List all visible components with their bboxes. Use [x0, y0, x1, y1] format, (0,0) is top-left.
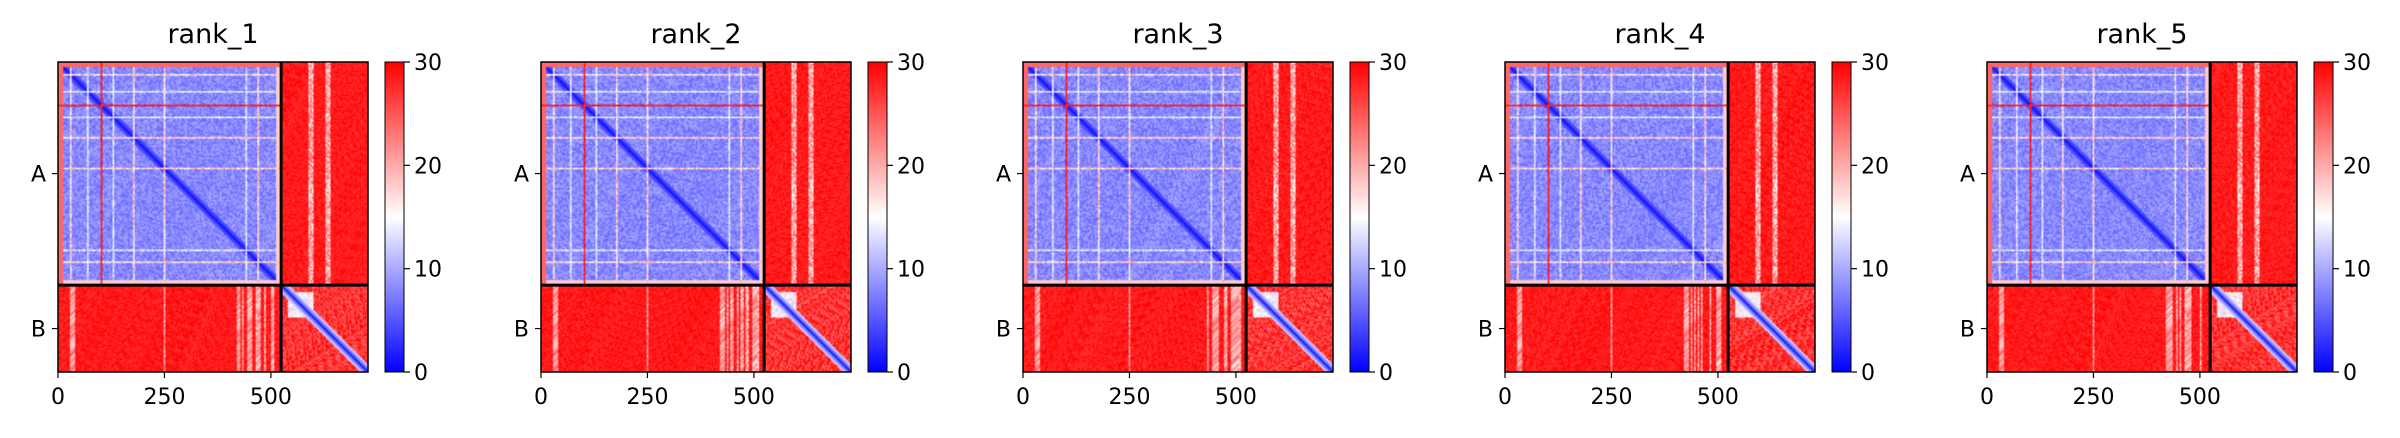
- colorbar-tick-label: 30: [1861, 51, 1889, 76]
- y-tick-label: B: [31, 318, 46, 343]
- panel-title: rank_2: [650, 19, 741, 50]
- plot-frame: [1022, 61, 1334, 373]
- plot-frame: [1986, 61, 2298, 373]
- y-tick-label: B: [514, 318, 529, 343]
- colorbar-tick-label: 30: [897, 51, 925, 76]
- y-tick-label: A: [514, 163, 529, 188]
- panel-title: rank_5: [2096, 19, 2187, 50]
- colorbar: [384, 61, 405, 373]
- pae-panel-5: rank_5 A B 0 250 500 0 10 20 30: [1960, 19, 2371, 410]
- colorbar-tick-label: 30: [1379, 51, 1407, 76]
- pae-panel-3: rank_3 A B 0 250 500 0 10 20 30: [996, 19, 1407, 410]
- pae-panel-1: rank_1 A B 0 250 500 0 10 20 30: [31, 19, 442, 410]
- colorbar-tick-label: 20: [2343, 154, 2371, 179]
- colorbar-tick-label: 10: [1379, 258, 1407, 283]
- colorbar-tick-label: 30: [414, 51, 442, 76]
- pae-heatmap: [1023, 62, 1333, 372]
- colorbar-tick-label: 10: [1861, 258, 1889, 283]
- colorbar: [1349, 61, 1370, 373]
- colorbar-tick-label: 20: [1379, 154, 1407, 179]
- pae-heatmap: [1505, 62, 1815, 372]
- colorbar-tick-label: 0: [1379, 361, 1393, 386]
- colorbar-tick-label: 10: [414, 258, 442, 283]
- colorbar-tick-label: 0: [1861, 361, 1875, 386]
- colorbar-tick-label: 10: [2343, 258, 2371, 283]
- pae-heatmap: [1987, 62, 2297, 372]
- pae-heatmap: [58, 62, 368, 372]
- y-tick-label: A: [1960, 163, 1975, 188]
- y-tick-label: B: [996, 318, 1011, 343]
- colorbar-tick-label: 20: [1861, 154, 1889, 179]
- x-tick-label: 500: [250, 385, 292, 410]
- panel-title: rank_4: [1614, 19, 1705, 50]
- colorbar-tick-label: 30: [2343, 51, 2371, 76]
- y-tick-label: A: [996, 163, 1011, 188]
- panel-title: rank_1: [167, 19, 258, 50]
- pae-heatmap: [541, 62, 851, 372]
- x-tick-label: 0: [1980, 385, 1994, 410]
- colorbar-tick-label: 0: [897, 361, 911, 386]
- colorbar: [1831, 61, 1852, 373]
- plot-frame: [1504, 61, 1816, 373]
- colorbar-tick-label: 10: [897, 258, 925, 283]
- x-tick-label: 250: [1108, 385, 1150, 410]
- colorbar: [2313, 61, 2334, 373]
- pae-panel-2: rank_2 A B 0 250 500 0 10 20 30: [514, 19, 925, 410]
- y-tick-label: A: [31, 163, 46, 188]
- x-tick-label: 250: [2072, 385, 2114, 410]
- x-tick-label: 500: [733, 385, 775, 410]
- y-tick-label: B: [1960, 318, 1975, 343]
- x-tick-label: 500: [1215, 385, 1257, 410]
- pae-panel-4: rank_4 A B 0 250 500 0 10 20 30: [1478, 19, 1889, 410]
- y-tick-label: B: [1478, 318, 1493, 343]
- x-tick-label: 0: [1498, 385, 1512, 410]
- plot-frame: [57, 61, 369, 373]
- x-tick-label: 500: [1697, 385, 1739, 410]
- x-tick-label: 0: [1016, 385, 1030, 410]
- colorbar: [867, 61, 888, 373]
- x-tick-label: 250: [143, 385, 185, 410]
- x-tick-label: 0: [51, 385, 65, 410]
- y-tick-label: A: [1478, 163, 1493, 188]
- x-tick-label: 250: [1590, 385, 1632, 410]
- x-tick-label: 0: [534, 385, 548, 410]
- colorbar-tick-label: 0: [2343, 361, 2357, 386]
- colorbar-tick-label: 20: [897, 154, 925, 179]
- x-tick-label: 250: [626, 385, 668, 410]
- x-tick-label: 500: [2179, 385, 2221, 410]
- colorbar-tick-label: 20: [414, 154, 442, 179]
- plot-frame: [540, 61, 852, 373]
- colorbar-tick-label: 0: [414, 361, 428, 386]
- panel-title: rank_3: [1132, 19, 1223, 50]
